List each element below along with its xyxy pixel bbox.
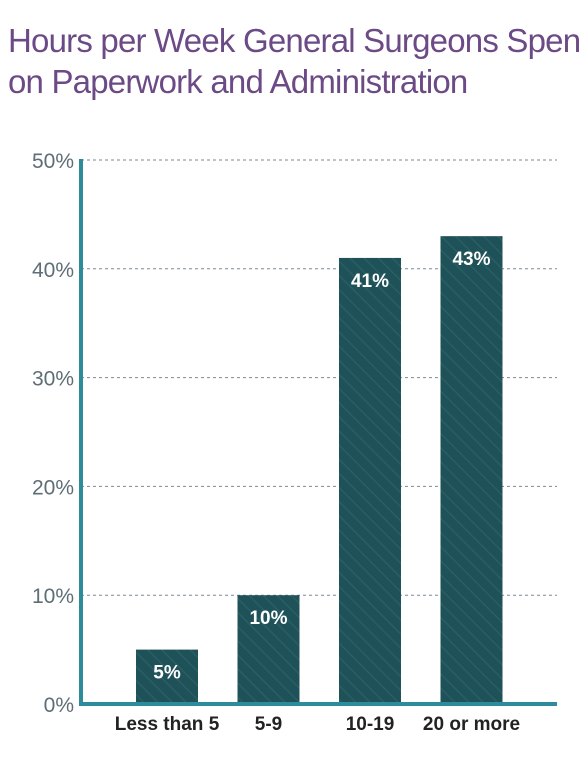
data-label: 43% [452, 249, 490, 270]
y-tick-label: 20% [32, 476, 74, 499]
bars [136, 236, 503, 704]
chart-title-line-2: on Paperwork and Administration [8, 63, 468, 100]
y-tick-label: 40% [32, 259, 74, 282]
axes [79, 159, 557, 706]
data-label: 41% [351, 271, 389, 292]
x-tick-label: 10-19 [346, 714, 395, 735]
x-tick-label: Less than 5 [115, 714, 220, 735]
bar [136, 649, 198, 704]
labels: 0% 10% 20% 30% 40% 50% 5% Less than 5 10% 5-9 41% 1… [32, 150, 520, 735]
chart-title: Hours per Week General Surgeons Spent on… [8, 20, 580, 102]
x-tick-label: 20 or more [423, 714, 520, 735]
data-label: 5% [153, 663, 181, 684]
x-tick-label: 5-9 [255, 714, 282, 735]
bar [440, 236, 503, 704]
y-tick-label: 50% [32, 150, 74, 173]
bar [339, 257, 401, 704]
chart-title-line-1: Hours per Week General Surgeons Spent [8, 22, 580, 59]
y-tick-label: 10% [32, 585, 74, 608]
bar [237, 595, 300, 704]
data-label: 10% [249, 608, 287, 629]
y-tick-label: 30% [32, 368, 74, 391]
y-tick-label: 0% [44, 694, 74, 717]
